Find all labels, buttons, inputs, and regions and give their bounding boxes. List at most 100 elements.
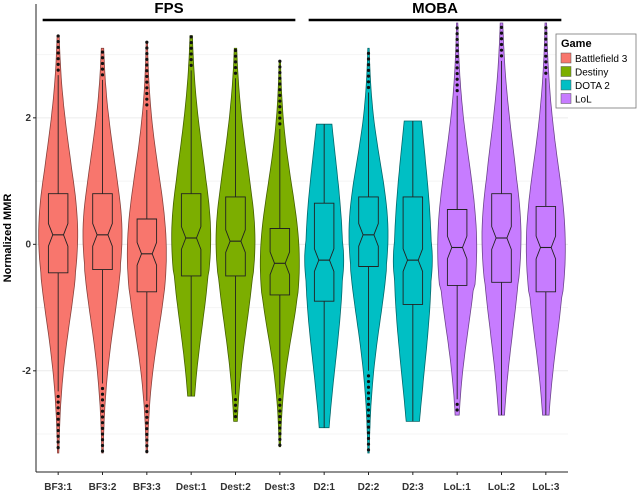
x-tick-label: LoL:3 [532,482,560,493]
outlier-point [366,68,371,73]
outlier-point [56,446,60,450]
violin-dest-1 [171,35,212,397]
outlier-point [145,421,149,425]
outlier-point [100,392,105,396]
outlier-point [100,403,105,408]
legend-swatch [560,52,572,64]
outlier-point [100,50,105,54]
outlier-point [278,82,282,86]
violin-shape [392,120,433,422]
outlier-point [278,116,282,120]
outlier-point [278,88,282,92]
outlier-point [100,421,105,425]
outlier-point [499,31,504,35]
legend-swatch [560,66,572,77]
outlier-point [56,423,60,427]
outlier-point [100,426,105,430]
outlier-point [56,400,60,404]
outlier-point [100,449,105,453]
violin-lol-3 [525,22,566,416]
violin-shape [481,22,522,416]
outlier-point [455,77,459,81]
outlier-point [145,427,149,431]
x-tick-label: D2:1 [313,482,335,493]
violin-shape [215,47,256,422]
outlier-point [544,54,548,58]
violin-bf3-2 [82,47,123,454]
violin-shape [525,22,566,416]
outlier-point [145,46,149,50]
outlier-point [100,438,105,442]
outlier-point [278,71,282,75]
outlier-point [455,49,459,53]
outlier-point [544,71,548,75]
outlier-point [278,110,282,115]
outlier-point [233,60,238,64]
outlier-point [145,80,149,84]
outlier-point [278,93,282,97]
outlier-point [499,37,504,41]
outlier-point [455,37,459,42]
violins [38,22,566,454]
outlier-point [56,434,60,438]
outlier-point [455,408,459,412]
box [225,196,246,277]
outlier-point [366,419,371,424]
gridlines [36,54,568,435]
y-tick-label: 2 [25,113,31,124]
outlier-point [56,34,60,38]
box [136,218,158,293]
outlier-point [145,103,149,107]
legend: Game Battlefield 3 Destiny DOTA 2 LoL [555,33,637,109]
outlier-point [455,71,459,76]
outlier-point [544,31,548,36]
y-axis-title: Normalized MMR [2,194,14,283]
outlier-point [233,65,238,70]
outlier-point [278,397,282,402]
x-tick-label: D2:2 [358,482,380,493]
outlier-point [278,426,282,430]
outlier-point [544,26,548,30]
outlier-point [189,58,193,62]
outlier-point [366,425,371,429]
outlier-point [455,60,459,64]
outlier-point [145,444,149,448]
outlier-point [145,40,149,44]
outlier-point [544,65,548,70]
outlier-point [544,43,548,47]
box [358,196,379,267]
legend-swatch [560,93,572,104]
legend-swatch [560,79,572,91]
outlier-point [145,404,149,408]
outlier-point [233,409,238,413]
outlier-point [455,43,459,47]
outlier-point [233,403,238,407]
outlier-point [366,85,371,90]
outlier-point [189,35,193,39]
outlier-point [366,51,371,55]
legend-label: Destiny [575,68,608,79]
outlier-point [366,385,371,389]
violin-lol-2 [481,22,522,416]
outlier-point [145,63,149,67]
outlier-point [278,437,282,442]
outlier-point [145,432,149,436]
violin-bf3-1 [38,34,79,454]
group-label: MOBA [412,0,458,17]
outlier-point [233,397,238,402]
outlier-point [145,438,149,442]
outlier-point [100,56,105,60]
outlier-point [56,406,60,410]
outlier-point [100,443,105,448]
outlier-point [233,54,238,58]
outlier-point [278,420,282,424]
outlier-point [499,54,504,58]
outlier-point [145,69,149,73]
box [47,193,69,274]
outlier-point [189,46,193,50]
outlier-point [100,415,105,419]
box [402,196,424,305]
box [535,205,557,293]
legend-title: Game [561,38,592,50]
